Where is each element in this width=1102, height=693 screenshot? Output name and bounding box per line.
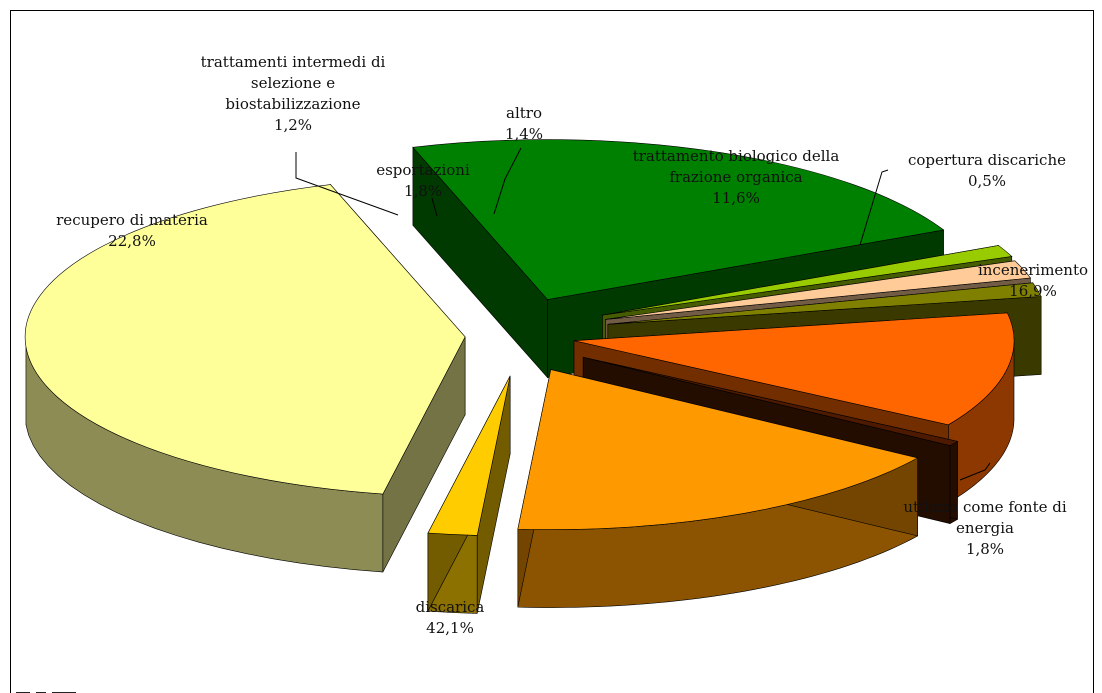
slice-2-top [517,369,919,530]
cropped-footer-fragment [14,684,134,693]
label-incenerimento: incenerimento 16,9% [977,261,1089,300]
label-utilizzo-fonte-energia: utilizzo come fonte di energia 1,8% [903,498,1067,558]
leader-copertura-discariche [859,169,889,246]
label-discarica: discarica 42,1% [415,598,485,637]
chart-frame [10,10,1094,693]
leader-trattamenti-intermedi [295,152,399,216]
slice-7-top [605,260,1031,320]
label-esportazioni: esportazioni 1,8% [376,161,470,200]
slice-1-top [583,356,959,446]
slice-0-top [573,312,1015,426]
label-altro: altro 1,4% [504,104,544,143]
label-recupero-di-materia: recupero di materia 22,8% [56,211,208,250]
slice-5-top [412,139,945,300]
leader-esportazioni [431,197,438,217]
slice-3-top [427,375,511,536]
label-copertura-discariche: copertura discariche 0,5% [908,151,1066,190]
slice-8-top [607,282,1042,325]
leader-utilizzo-energia [959,462,991,481]
leader-altro [493,147,522,215]
label-trattamento-biologico: trattamento biologico della frazione orga… [632,147,840,207]
slice-4-top [24,184,466,495]
slice-6-top [602,245,1013,316]
label-trattamenti-intermedi: trattamenti intermedi di selezione e biost… [200,53,386,134]
